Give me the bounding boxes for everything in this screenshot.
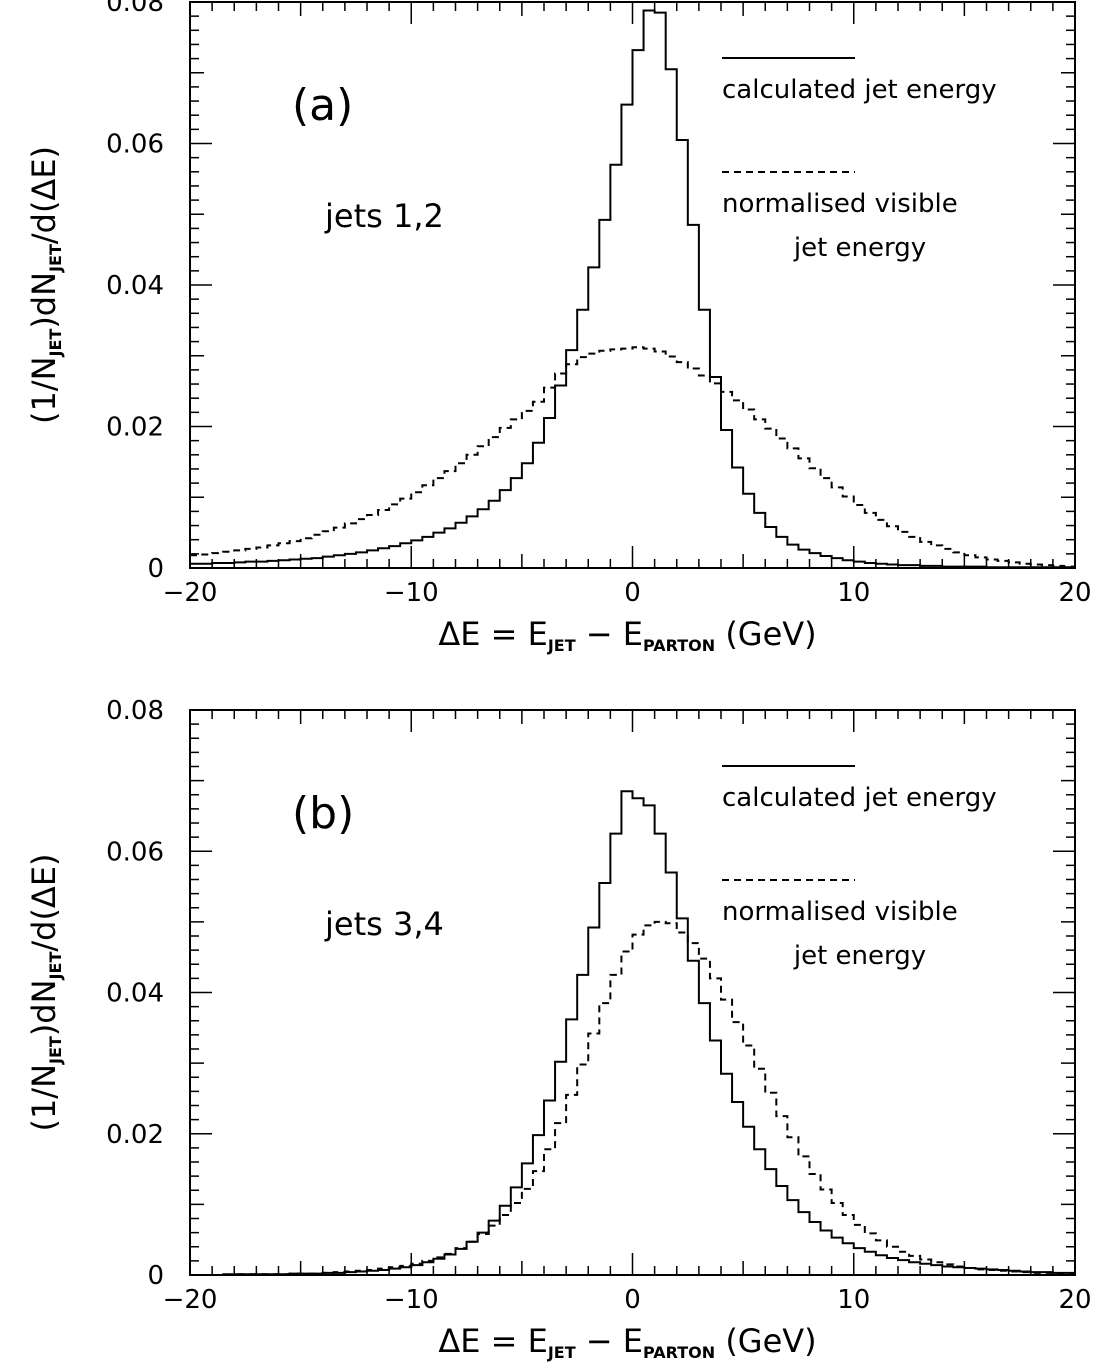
- x-tick-label: −20: [163, 1285, 218, 1315]
- legend-label-normalised-line2: jet energy: [793, 233, 926, 263]
- x-axis-label: ΔE = EJET − EPARTON (GeV): [438, 1322, 816, 1362]
- x-tick-label: 10: [837, 578, 870, 608]
- panel-label: (a): [292, 80, 353, 131]
- series-calculated-jet-energy: [190, 9, 1075, 569]
- x-tick-label: 20: [1058, 578, 1091, 608]
- y-tick-label: 0.04: [106, 979, 164, 1009]
- y-tick-label: 0: [147, 554, 164, 584]
- series-normalised-visible-jet-energy: [190, 346, 1075, 568]
- y-tick-label: 0.02: [106, 413, 164, 443]
- x-tick-label: −20: [163, 578, 218, 608]
- y-tick-label: 0.08: [106, 0, 164, 18]
- legend-label-calculated: calculated jet energy: [722, 783, 997, 813]
- legend-label-normalised-line2: jet energy: [793, 941, 926, 971]
- x-tick-label: −10: [384, 578, 439, 608]
- annotation-jets: jets 1,2: [324, 197, 444, 235]
- legend-label-normalised-line1: normalised visible: [722, 189, 958, 219]
- y-tick-label: 0.08: [106, 696, 164, 726]
- y-tick-label: 0.02: [106, 1120, 164, 1150]
- series-calculated-jet-energy: [190, 790, 1075, 1276]
- annotation-jets: jets 3,4: [324, 905, 444, 943]
- x-tick-label: −10: [384, 1285, 439, 1315]
- legend-label-calculated: calculated jet energy: [722, 75, 997, 105]
- y-tick-label: 0.06: [106, 130, 164, 160]
- x-tick-label: 0: [624, 1285, 641, 1315]
- legend-label-normalised-line1: normalised visible: [722, 897, 958, 927]
- panel-label: (b): [292, 788, 354, 839]
- x-tick-label: 0: [624, 578, 641, 608]
- y-tick-label: 0.04: [106, 271, 164, 301]
- series-normalised-visible-jet-energy: [190, 920, 1075, 1276]
- y-tick-label: 0: [147, 1261, 164, 1291]
- panel-b: −20 −10 0 10 20 0 0.02 0.04 0.06 0.08 ΔE = EJET − …: [25, 696, 1092, 1362]
- y-axis-label: (1/NJET)dNJET/d(ΔE): [25, 146, 65, 424]
- x-tick-label: 10: [837, 1285, 870, 1315]
- x-tick-label: 20: [1058, 1285, 1091, 1315]
- y-axis-label: (1/NJET)dNJET/d(ΔE): [25, 853, 65, 1131]
- y-tick-label: 0.06: [106, 837, 164, 867]
- panel-a: −20 −10 0 10 20 0 0.02 0.04 0.06 0.08 ΔE = EJET − …: [25, 0, 1092, 655]
- x-axis-label: ΔE = EJET − EPARTON (GeV): [438, 615, 816, 655]
